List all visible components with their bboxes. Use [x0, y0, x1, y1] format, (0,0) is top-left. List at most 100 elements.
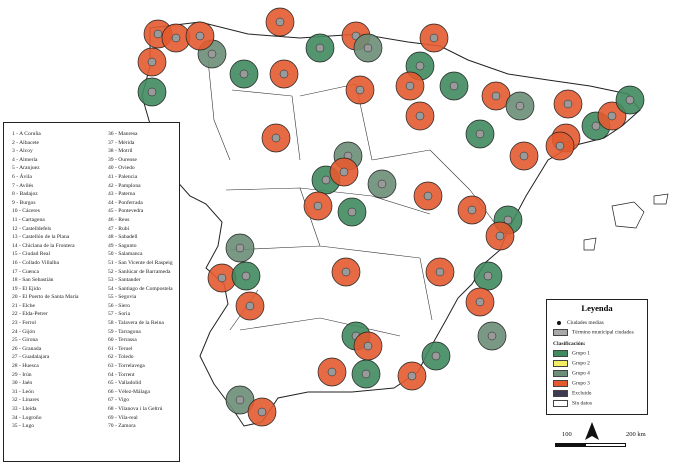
city-term-patch	[217, 273, 227, 283]
city-term-patch	[423, 191, 433, 201]
city-index-item: 63 - Torrelavega	[108, 363, 145, 370]
city-index-item: 37 - Mérida	[108, 139, 135, 146]
city-index-item: 27 - Guadalajara	[12, 354, 50, 361]
city-term-patch	[171, 33, 181, 43]
city-index-item: 1 - A Coruña	[12, 131, 41, 137]
city-index-item: 20 - El Puerto de Santa María	[12, 294, 79, 301]
city-index-item: 19 - El Ejido	[12, 285, 41, 292]
city-index-item: 50 - Salamanca	[108, 251, 143, 258]
city-index-item: 57 - Soria	[108, 311, 131, 318]
city-index-item: 68 - Vilanova i la Geltrú	[108, 406, 163, 412]
city-index-item: 65 - Valladolid	[108, 380, 142, 387]
city-index-item: 32 - Linares	[12, 397, 40, 404]
city-index-item: 15 - Ciudad Real	[12, 251, 51, 258]
city-index-item: 55 - Segovia	[108, 294, 137, 301]
city-index-item: 18 - San Sebastián	[12, 277, 54, 284]
city-dot-icon	[557, 320, 561, 325]
city-term-patch	[315, 43, 325, 53]
city-index-item: 51 - San Vicente del Raspeig	[108, 259, 173, 266]
city-term-patch	[563, 99, 573, 109]
city-index-item: 67 - Vigo	[108, 397, 130, 404]
city-index-item: 56 - Siero	[108, 302, 131, 309]
city-term-patch	[415, 111, 425, 121]
city-term-patch	[467, 205, 477, 215]
legend: Leyenda Ciudades medias Término municipa…	[546, 299, 648, 415]
scale-bar: 100 200 km	[546, 420, 646, 456]
city-index-item: 39 - Ourense	[108, 156, 137, 163]
city-term-patch	[147, 57, 157, 67]
city-index-item: 66 - Vélez-Málaga	[108, 388, 150, 395]
city-index-item: 14 - Chiclana de la Frontera	[12, 242, 75, 249]
city-index-item: 52 - Sanlúcar de Barrameda	[108, 268, 171, 275]
legend-item: Sin datos	[553, 400, 592, 407]
city-index-item: 23 - Ferrol	[12, 320, 36, 327]
city-index-item: 33 - Lleida	[12, 406, 37, 412]
city-circles	[137, 7, 645, 427]
legend-swatch	[553, 400, 568, 407]
city-term-patch	[363, 341, 373, 351]
legend-item: Excluido	[553, 390, 591, 397]
legend-item: Grupo 2	[553, 360, 590, 367]
city-index-item: 17 - Cuenca	[12, 268, 40, 275]
legend-swatch	[553, 360, 568, 367]
city-term-patch	[429, 33, 439, 43]
city-term-patch	[503, 215, 513, 225]
city-term-patch	[245, 301, 255, 311]
city-index-item: 10 - Cáceres	[12, 208, 40, 215]
city-index-item: 13 - Castellón de la Plana	[12, 234, 70, 241]
city-index-item: 12 - Castelldefels	[12, 225, 52, 232]
city-term-patch	[483, 271, 493, 281]
city-index-item: 44 - Ponferrada	[108, 199, 143, 206]
city-term-patch	[607, 111, 617, 121]
legend-item: Grupo 4	[553, 370, 590, 377]
city-term-patch	[271, 133, 281, 143]
city-term-patch	[147, 87, 157, 97]
city-index-item: 11 - Cartagena	[12, 216, 45, 223]
city-term-patch	[515, 101, 525, 111]
city-index-item: 40 - Oviedo	[108, 165, 135, 172]
city-index-item: 4 - Almería	[12, 156, 38, 163]
city-term-patch	[195, 31, 205, 41]
legend-item: Grupo 1	[553, 350, 590, 357]
city-term-patch	[327, 367, 337, 377]
city-index-item: 31 - León	[12, 388, 34, 395]
city-index-item: 24 - Gijón	[12, 328, 35, 335]
city-index-item: 21 - Elche	[12, 302, 35, 309]
city-index-item: 58 - Talavera de la Reina	[108, 320, 164, 327]
city-index-item: 22 - Elda-Petrer	[12, 311, 48, 318]
city-index-item: 38 - Motril	[108, 148, 133, 155]
city-index-item: 30 - Jaén	[12, 380, 33, 387]
city-term-patch	[279, 69, 289, 79]
city-term-patch	[591, 121, 601, 131]
city-term-patch	[241, 271, 251, 281]
city-term-patch	[487, 331, 497, 341]
legend-title: Leyenda	[581, 303, 613, 313]
city-index-item: 47 - Rubí	[108, 225, 130, 232]
city-index-item: 53 - Santander	[108, 277, 141, 284]
city-index-item: 34 - Logroño	[12, 414, 42, 421]
city-index-column-1: 1 - A Coruña 2 - Albacete 3 - Alcoy 4 - Alm…	[12, 130, 79, 431]
city-term-patch	[321, 175, 331, 185]
city-index-item: 6 - Ávila	[12, 173, 32, 180]
city-index-item: 28 - Huesca	[12, 363, 39, 370]
city-index-item: 41 - Palencia	[108, 173, 138, 180]
city-term-patch	[235, 243, 245, 253]
legend-termino-municipal: Término municipal ciudades	[553, 329, 634, 336]
city-term-patch	[415, 61, 425, 71]
city-index-item: 69 - Vila-real	[108, 414, 138, 421]
city-term-patch	[355, 85, 365, 95]
city-term-patch	[519, 151, 529, 161]
city-index-item: 36 - Manresa	[108, 131, 138, 137]
city-term-patch	[405, 81, 415, 91]
legend-ciudades-medias: Ciudades medias	[553, 320, 604, 326]
city-index-item: 26 - Granada	[12, 345, 42, 352]
city-index-item: 61 - Teruel	[108, 345, 133, 352]
city-term-patch	[207, 49, 217, 59]
city-index-item: 60 - Terrassa	[108, 337, 137, 344]
city-term-patch	[377, 179, 387, 189]
legend-swatch	[553, 350, 568, 357]
city-index-item: 8 - Badajoz	[12, 191, 38, 198]
balearic-menorca	[653, 193, 669, 205]
city-term-patch	[475, 297, 485, 307]
